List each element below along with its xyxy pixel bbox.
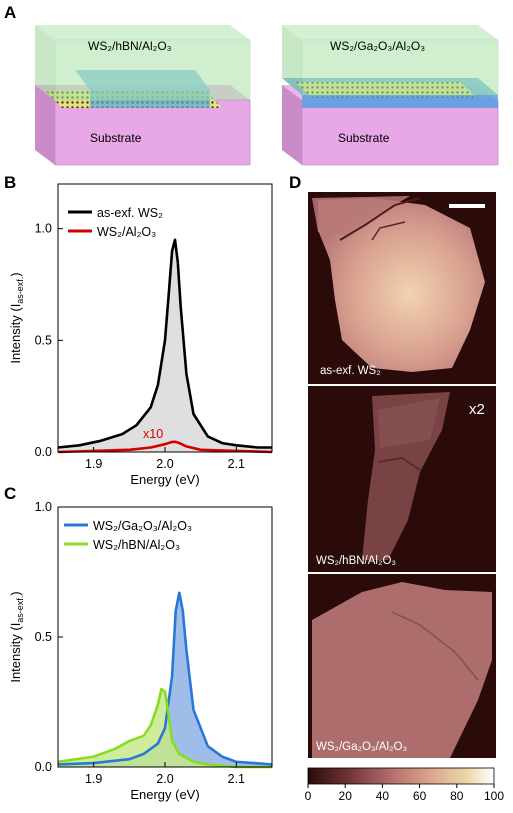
- legend-label: as-exf. WS₂: [97, 206, 163, 220]
- device-left: [35, 25, 251, 166]
- stack-label-right: WS₂/Ga₂O₃/Al₂O₃: [330, 39, 425, 53]
- colorbar-tick-label: 60: [413, 789, 427, 803]
- chart-b: 1.9 2.0 2.1 0.0 0.5 1.0 Energy (eV) Intensity (…: [8, 183, 273, 487]
- pl-map-as-exf: [308, 192, 496, 384]
- substrate-label-left: Substrate: [90, 131, 142, 145]
- y-tick-label: 1.0: [35, 222, 52, 236]
- series-line-1: [57, 440, 273, 454]
- image-label-hbn: WS₂/hBN/Al₂O₃: [316, 555, 396, 567]
- substrate-front-right: [301, 99, 499, 166]
- x-tick-label: 2.1: [228, 772, 245, 786]
- colorbar-tick-label: 100: [484, 789, 504, 803]
- x-tick-label: 1.9: [85, 457, 102, 471]
- y-axis-label: Intensity (Ias-exf.): [8, 591, 25, 682]
- colorbar-tick-label: 80: [450, 789, 464, 803]
- device-right: [282, 25, 499, 166]
- y-axis-label: Intensity (Ias-exf.): [8, 272, 25, 363]
- x-axis-label: Energy (eV): [130, 787, 199, 802]
- pl-map-hbn: [308, 386, 496, 572]
- panel-label-c: C: [4, 484, 16, 503]
- panel-label-a: A: [4, 3, 16, 22]
- x-tick-label: 2.1: [228, 457, 245, 471]
- colorbar: [307, 767, 495, 785]
- x-tick-label: 2.0: [156, 772, 173, 786]
- series-line-1: [57, 687, 272, 769]
- scale-bar: [449, 204, 485, 208]
- y-tick-label: 0.5: [35, 630, 52, 644]
- panel-label-b: B: [4, 173, 16, 192]
- legend-label: WS₂/Ga₂O₃/Al₂O₃: [93, 519, 192, 533]
- colorbar-tick-label: 20: [339, 789, 353, 803]
- x-axis-label: Energy (eV): [130, 472, 199, 487]
- colorbar-tick-label: 0: [305, 789, 312, 803]
- x-tick-label: 2.0: [156, 457, 173, 471]
- colorbar-tick-label: 40: [376, 789, 390, 803]
- annotation-x10: x10: [143, 427, 163, 441]
- y-tick-label: 0.5: [35, 333, 52, 347]
- stack-label-left: WS₂/hBN/Al₂O₃: [88, 39, 172, 53]
- substrate-front-left: [54, 99, 251, 166]
- multiplier-label: x2: [469, 401, 485, 418]
- chart-c: 1.9 2.0 2.1 0.0 0.5 1.0 Energy (eV) Intensity (…: [8, 500, 273, 802]
- image-label-ga2o3: WS₂/Ga₂O₃/Al₂O₃: [316, 741, 407, 753]
- substrate-side-left: [35, 85, 55, 165]
- series-line-0: [57, 591, 273, 766]
- pl-map-ga2o3: [308, 574, 496, 758]
- y-tick-label: 0.0: [35, 445, 52, 459]
- substrate-label-right: Substrate: [338, 131, 390, 145]
- panel-label-d: D: [289, 173, 301, 192]
- x-tick-label: 1.9: [85, 772, 102, 786]
- y-tick-label: 0.0: [35, 760, 52, 774]
- colorbar-ticks: 0 20 40 60 80 100: [305, 784, 504, 803]
- legend-label: WS₂/hBN/Al₂O₃: [93, 538, 180, 552]
- y-tick-label: 1.0: [35, 500, 52, 514]
- image-label-as-exf: as-exf. WS₂: [320, 365, 381, 377]
- series-line-0: [57, 238, 272, 449]
- legend-label: WS₂/Al₂O₃: [97, 225, 156, 239]
